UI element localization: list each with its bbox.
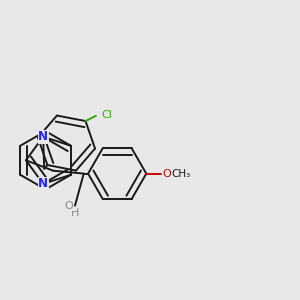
Text: O: O: [64, 201, 73, 211]
Text: H: H: [71, 208, 79, 218]
Text: CH₃: CH₃: [171, 169, 190, 178]
Text: N: N: [38, 130, 48, 143]
Text: N: N: [38, 177, 48, 190]
Text: O: O: [163, 169, 171, 178]
Text: Cl: Cl: [101, 110, 112, 120]
